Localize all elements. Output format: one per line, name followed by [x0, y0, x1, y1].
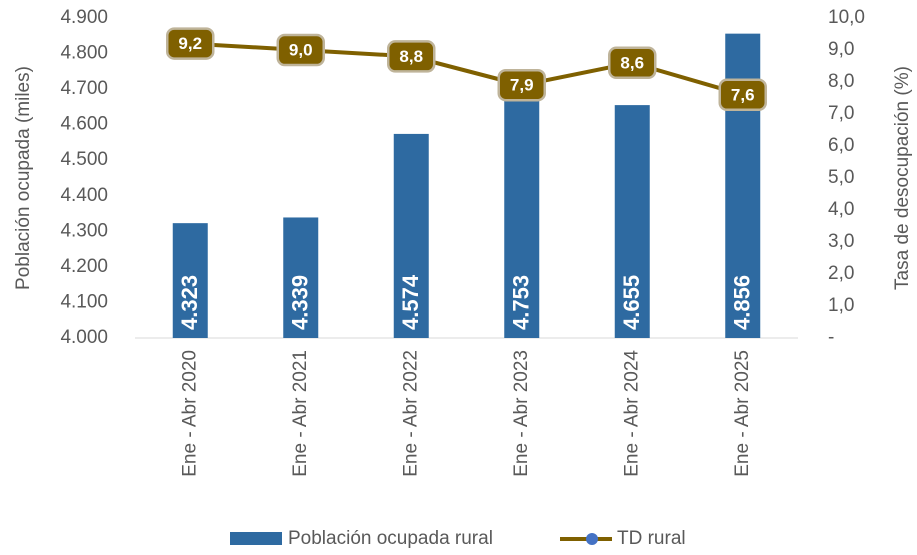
- y2-axis-title: Tasa de desocupación (%): [892, 66, 913, 290]
- y2-tick-label: 9,0: [828, 39, 854, 60]
- y-tick-label: 4.400: [60, 185, 108, 206]
- bar: [172, 223, 208, 338]
- x-tick-label: Ene - Abr 2020: [179, 350, 200, 477]
- y-tick-label: 4.900: [60, 7, 108, 28]
- x-tick-label: Ene - Abr 2021: [290, 350, 311, 477]
- bar-value-label: 4.856: [730, 275, 755, 330]
- y2-tick-label: 7,0: [828, 103, 854, 124]
- line-value-label: 7,6: [731, 85, 755, 104]
- x-tick-label: Ene - Abr 2022: [400, 350, 421, 477]
- y-axis-title: Población ocupada (miles): [13, 66, 34, 290]
- line-marker: [497, 68, 546, 102]
- x-tick-label: Ene - Abr 2025: [732, 350, 753, 477]
- y2-tick-label: 10,0: [828, 7, 865, 28]
- legend-swatch: [586, 533, 598, 545]
- bar-value-label: 4.339: [288, 275, 313, 330]
- y2-tick-label: 6,0: [828, 135, 854, 156]
- y-tick-label: 4.000: [60, 327, 108, 348]
- x-tick-label: Ene - Abr 2023: [511, 350, 532, 477]
- line: [190, 41, 744, 97]
- y-tick-label: 4.200: [60, 256, 108, 277]
- bar: [504, 70, 540, 339]
- line-marker: [718, 78, 767, 112]
- line-value-label: 8,8: [399, 47, 423, 66]
- y2-tick-label: 4,0: [828, 199, 854, 220]
- line-marker: [387, 40, 436, 73]
- line-marker: [608, 46, 657, 80]
- y-tick-label: 4.300: [60, 220, 108, 241]
- bar-value-label: 4.753: [509, 275, 534, 330]
- line-value-label: 7,9: [510, 76, 534, 95]
- y-tick-label: 4.100: [60, 291, 108, 312]
- bar: [393, 133, 429, 338]
- line-marker: [276, 33, 325, 67]
- legend-label: Población ocupada rural: [288, 528, 493, 549]
- y-tick-label: 4.500: [60, 149, 108, 170]
- bar: [283, 217, 319, 338]
- y2-tick-label: 2,0: [828, 263, 854, 284]
- bar-value-label: 4.323: [177, 275, 202, 330]
- y2-tick-label: 3,0: [828, 231, 854, 252]
- y2-tick-label: 1,0: [828, 295, 854, 316]
- bar-value-label: 4.655: [619, 275, 644, 330]
- line-value-label: 9,2: [178, 34, 202, 53]
- y-tick-label: 4.700: [60, 78, 108, 99]
- y2-tick-label: 8,0: [828, 71, 854, 92]
- line-value-label: 9,0: [289, 40, 313, 59]
- y2-tick-label: -: [828, 327, 834, 348]
- bar: [614, 105, 650, 338]
- legend-label: TD rural: [617, 528, 686, 549]
- y-tick-label: 4.600: [60, 114, 108, 135]
- y-tick-label: 4.800: [60, 43, 108, 64]
- line-value-label: 8,6: [620, 53, 644, 72]
- y2-tick-label: 5,0: [828, 167, 854, 188]
- legend-swatch: [230, 532, 282, 545]
- x-tick-label: Ene - Abr 2024: [621, 350, 642, 477]
- bar-value-label: 4.574: [398, 274, 423, 330]
- line-marker: [166, 27, 215, 60]
